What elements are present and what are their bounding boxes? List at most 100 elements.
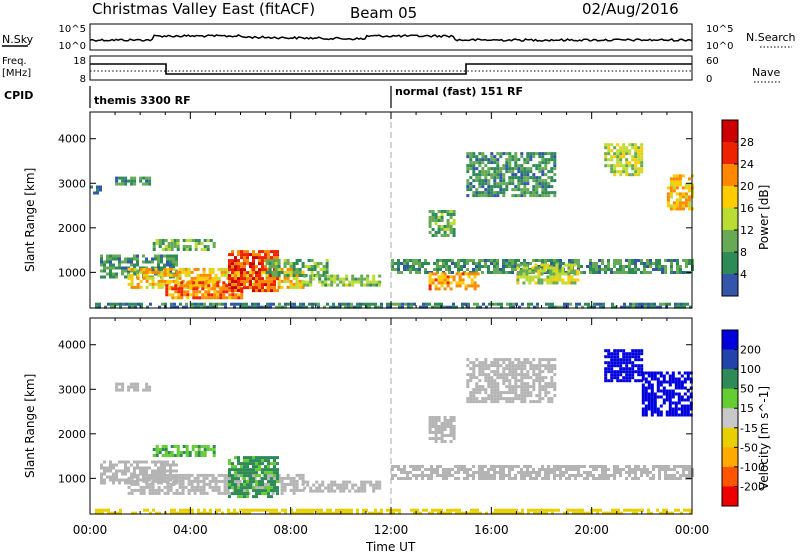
velocity-cell: [517, 358, 521, 362]
velocity-cell: [653, 407, 657, 411]
velocity-cell: [532, 385, 536, 389]
power-cell: [434, 287, 438, 291]
velocity-cell: [589, 465, 592, 468]
power-cell: [472, 161, 476, 165]
power-cell: [685, 265, 688, 268]
power-cell: [121, 266, 124, 270]
velocity-cell: [466, 364, 470, 368]
velocity-cell: [243, 492, 246, 496]
velocity-cell: [454, 471, 457, 474]
velocity-cell: [647, 508, 650, 512]
power-cell: [536, 305, 539, 309]
velocity-cell: [154, 472, 157, 476]
velocity-cell: [303, 480, 307, 484]
power-cell: [201, 296, 205, 300]
power-cell: [118, 182, 122, 186]
velocity-cell: [640, 352, 644, 356]
velocity-cell: [532, 471, 535, 474]
velocity-cell: [449, 419, 453, 422]
power-cell: [409, 271, 412, 274]
velocity-cell: [449, 434, 453, 437]
power-cell: [461, 278, 465, 282]
velocity-cell: [136, 385, 140, 389]
velocity-cell: [472, 471, 475, 474]
velocity-cell: [487, 367, 491, 371]
power-cell: [573, 269, 577, 273]
power-cell: [366, 283, 370, 287]
power-cell: [460, 268, 463, 271]
power-cell: [512, 302, 515, 306]
power-cell: [555, 266, 559, 270]
power-cell: [592, 271, 595, 274]
velocity-cell: [688, 468, 691, 471]
power-cell: [206, 239, 210, 242]
velocity-cell: [463, 468, 466, 471]
power-cell: [196, 282, 200, 286]
power-cell: [301, 270, 305, 274]
x-tick-label: 08:00: [273, 523, 308, 537]
power-cell: [431, 234, 435, 237]
velocity-cell: [632, 511, 635, 515]
power-cell: [473, 284, 477, 288]
velocity-cell: [175, 473, 179, 477]
velocity-cell: [351, 486, 355, 490]
velocity-cell: [237, 459, 240, 463]
power-cell: [280, 267, 284, 271]
power-cell: [232, 270, 236, 274]
velocity-cell: [133, 482, 137, 486]
velocity-cell: [511, 468, 514, 471]
power-cell: [124, 269, 127, 273]
velocity-cell: [661, 468, 664, 471]
power-cell: [634, 262, 637, 265]
power-cell: [555, 281, 559, 285]
velocity-cell: [527, 508, 530, 512]
velocity-cell: [650, 371, 654, 375]
power-cell: [200, 242, 204, 245]
power-cell: [458, 275, 462, 279]
power-cell: [234, 289, 237, 293]
power-cell: [176, 248, 180, 251]
power-cell: [270, 283, 273, 287]
velocity-cell: [502, 477, 505, 480]
velocity-cell: [292, 482, 296, 486]
velocity-cell: [95, 508, 98, 512]
power-cell: [602, 302, 605, 306]
velocity-cell: [424, 468, 427, 471]
power-cell: [437, 210, 441, 213]
power-cell: [240, 277, 243, 281]
power-cell: [552, 266, 556, 270]
velocity-cell: [400, 471, 403, 474]
power-cell: [277, 259, 281, 262]
velocity-cell: [261, 483, 264, 487]
velocity-cell: [119, 511, 122, 515]
velocity-cell: [103, 478, 106, 482]
velocity-cell: [514, 373, 518, 377]
velocity-cell: [95, 511, 98, 515]
velocity-cell: [637, 379, 641, 383]
power-cell: [366, 277, 370, 281]
power-cell: [659, 305, 662, 309]
velocity-cell: [670, 468, 673, 471]
velocity-cell: [369, 483, 373, 487]
velocity-cell: [565, 465, 568, 468]
velocity-cell: [505, 474, 508, 477]
velocity-cell: [362, 508, 365, 512]
velocity-cell: [610, 361, 614, 365]
power-cell: [625, 170, 629, 174]
power-cell: [672, 186, 676, 190]
velocity-cell: [211, 476, 215, 480]
plot-title: Christmas Valley East (fitACF): [92, 0, 315, 18]
power-cell: [625, 259, 628, 262]
power-cell: [301, 262, 305, 265]
velocity-colorbar-swatch: [722, 388, 738, 409]
velocity-cell: [656, 371, 660, 375]
power-cell: [649, 262, 652, 265]
velocity-cell: [616, 373, 620, 377]
velocity-cell: [246, 480, 249, 484]
velocity-cell: [240, 489, 243, 493]
power-cell: [333, 277, 337, 281]
power-cell: [257, 305, 260, 309]
velocity-cell: [193, 479, 197, 483]
power-cell: [457, 259, 460, 262]
power-cell: [168, 293, 172, 297]
